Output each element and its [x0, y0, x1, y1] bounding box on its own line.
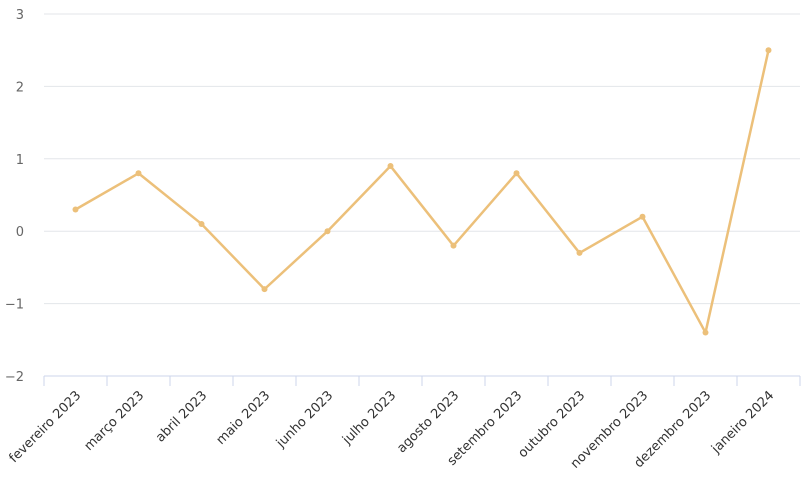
x-tick-label: agosto 2023	[394, 388, 462, 456]
y-tick-label: 0	[16, 225, 24, 240]
grid-lines	[44, 13, 800, 305]
x-tick-label: junho 2023	[273, 388, 336, 451]
data-point[interactable]	[513, 170, 520, 177]
data-point[interactable]	[576, 249, 583, 256]
y-tick-label: −2	[5, 370, 24, 385]
data-point[interactable]	[387, 163, 394, 170]
y-tick-label: 1	[16, 153, 24, 168]
series-line	[74, 48, 770, 334]
data-point[interactable]	[72, 206, 79, 213]
data-point[interactable]	[324, 228, 331, 235]
data-point[interactable]	[135, 170, 142, 177]
data-point[interactable]	[702, 329, 709, 336]
x-tick-label: fevereiro 2023	[6, 388, 84, 466]
y-axis-labels: 3 2 1 0 −1 −2	[5, 8, 24, 385]
x-tick-label: maio 2023	[214, 388, 274, 448]
y-tick-label: 3	[16, 8, 24, 23]
x-tick-label: outubro 2023	[515, 388, 588, 461]
data-point[interactable]	[450, 242, 457, 249]
series	[72, 47, 772, 336]
x-tick-label: janeiro 2024	[708, 388, 777, 457]
x-tick-label: abril 2023	[153, 388, 210, 445]
y-tick-label: −1	[5, 298, 24, 313]
x-tick-label: março 2023	[82, 388, 148, 454]
data-point[interactable]	[639, 213, 646, 220]
data-point[interactable]	[261, 286, 268, 293]
data-point[interactable]	[198, 220, 205, 227]
data-point[interactable]	[765, 47, 772, 54]
x-tick-label: julho 2023	[339, 388, 399, 448]
y-tick-label: 2	[16, 80, 24, 95]
